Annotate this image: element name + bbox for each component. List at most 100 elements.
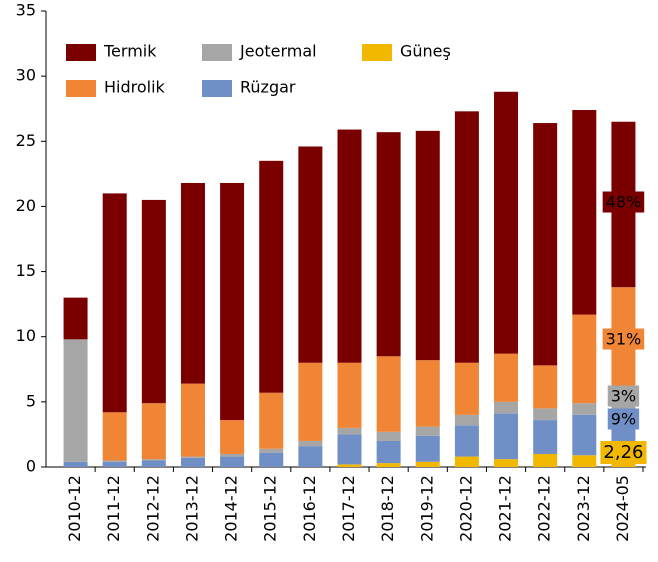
bar-segment bbox=[180, 456, 205, 458]
bar-segment bbox=[259, 160, 284, 393]
share-label: 31% bbox=[602, 328, 645, 350]
bar-segment bbox=[102, 460, 127, 462]
bar-segment bbox=[298, 440, 323, 447]
legend-swatch bbox=[66, 44, 96, 61]
bar-segment bbox=[259, 448, 284, 453]
bar-segment bbox=[494, 353, 519, 402]
bar-segment bbox=[533, 365, 558, 409]
bar-segment bbox=[298, 146, 323, 363]
bar-segment bbox=[376, 463, 401, 467]
bar-segment bbox=[298, 362, 323, 441]
bar-segment bbox=[572, 110, 597, 315]
legend-swatch bbox=[362, 44, 392, 61]
y-tick-label: 20 bbox=[16, 196, 36, 215]
bar-segment bbox=[180, 457, 205, 467]
bar-segment bbox=[376, 132, 401, 357]
bar-segment bbox=[494, 413, 519, 460]
x-tick-label: 2013-12 bbox=[182, 475, 201, 542]
bar-segment bbox=[102, 461, 127, 467]
x-tick-label: 2015-12 bbox=[261, 475, 280, 542]
bar-segment bbox=[259, 452, 284, 467]
bar-segment bbox=[259, 392, 284, 449]
share-label-text: 3% bbox=[611, 387, 636, 406]
x-tick-label: 2019-12 bbox=[417, 475, 436, 542]
share-label-text: 48% bbox=[606, 193, 642, 212]
bar-segment bbox=[220, 182, 245, 421]
y-tick-label: 15 bbox=[16, 261, 36, 280]
bar-segment bbox=[494, 91, 519, 354]
bar-segment bbox=[102, 412, 127, 461]
legend-label: Hidrolik bbox=[104, 78, 166, 97]
bar-segment bbox=[298, 446, 323, 467]
bar-segment bbox=[454, 111, 479, 363]
share-label-box bbox=[602, 328, 645, 350]
bar-segment bbox=[376, 356, 401, 432]
bar-segment bbox=[494, 459, 519, 467]
bar-segment bbox=[572, 414, 597, 456]
bar-segment bbox=[337, 427, 362, 435]
y-tick-label: 0 bbox=[26, 457, 36, 476]
bar-segment bbox=[572, 314, 597, 404]
x-tick-label: 2022-12 bbox=[535, 475, 554, 542]
x-tick-label: 2010-12 bbox=[65, 475, 84, 542]
bar-segment bbox=[533, 408, 558, 421]
legend-label: Termik bbox=[103, 42, 157, 61]
bar-segment bbox=[63, 461, 88, 467]
x-tick-label: 2023-12 bbox=[574, 475, 593, 542]
x-tick-label: 2016-12 bbox=[300, 475, 319, 542]
bar-segment bbox=[454, 456, 479, 467]
x-tick-label: 2012-12 bbox=[143, 475, 162, 542]
share-label: 48% bbox=[602, 191, 645, 213]
share-label-text: 31% bbox=[606, 330, 642, 349]
x-tick-label: 2011-12 bbox=[104, 475, 123, 542]
bar-segment bbox=[141, 403, 166, 460]
legend-swatch bbox=[202, 80, 232, 97]
bar-segment bbox=[533, 420, 558, 454]
x-tick-label: 2021-12 bbox=[496, 475, 515, 542]
bar-segment bbox=[63, 339, 88, 462]
bar-segment bbox=[494, 401, 519, 414]
bar-segment bbox=[180, 383, 205, 457]
bar-segment bbox=[141, 459, 166, 461]
bar-segment bbox=[533, 123, 558, 366]
legend-swatch bbox=[202, 44, 232, 61]
bar-segment bbox=[415, 461, 440, 467]
bar-segment bbox=[180, 182, 205, 384]
bar-segment bbox=[415, 360, 440, 427]
share-label-box bbox=[607, 408, 640, 430]
bar-segment bbox=[220, 453, 245, 457]
y-tick-label: 10 bbox=[16, 326, 36, 345]
bar-segment bbox=[220, 456, 245, 467]
share-label: 9% bbox=[607, 408, 640, 430]
y-tick-label: 35 bbox=[16, 1, 36, 20]
legend-label: Rüzgar bbox=[240, 78, 296, 97]
share-label-box bbox=[600, 441, 647, 464]
bar-segment bbox=[102, 193, 127, 413]
bar-segment bbox=[572, 455, 597, 467]
share-label-box bbox=[607, 385, 640, 407]
x-tick-label: 2017-12 bbox=[339, 475, 358, 542]
bar-segment bbox=[454, 362, 479, 415]
bar-segment bbox=[141, 460, 166, 467]
legend-swatch bbox=[66, 80, 96, 97]
bar-segment bbox=[376, 440, 401, 464]
bar-segment bbox=[415, 435, 440, 462]
legend-label: Jeotermal bbox=[239, 42, 317, 61]
bar-segment bbox=[63, 297, 88, 340]
bar-segment bbox=[337, 129, 362, 363]
y-tick-label: 5 bbox=[26, 391, 36, 410]
bar-segment bbox=[454, 425, 479, 457]
bar-segment bbox=[415, 130, 440, 361]
y-tick-label: 30 bbox=[16, 66, 36, 85]
share-label-text: 9% bbox=[611, 410, 636, 429]
x-tick-label: 2024-05 bbox=[613, 475, 632, 542]
bar-segment bbox=[376, 431, 401, 441]
bar-segment bbox=[337, 434, 362, 465]
share-label: 2,26 bbox=[600, 441, 647, 464]
bar-segment bbox=[415, 426, 440, 436]
x-tick-label: 2020-12 bbox=[456, 475, 475, 542]
legend-label: Güneş bbox=[400, 42, 451, 61]
bar-segment bbox=[337, 464, 362, 467]
bar-segment bbox=[337, 362, 362, 428]
